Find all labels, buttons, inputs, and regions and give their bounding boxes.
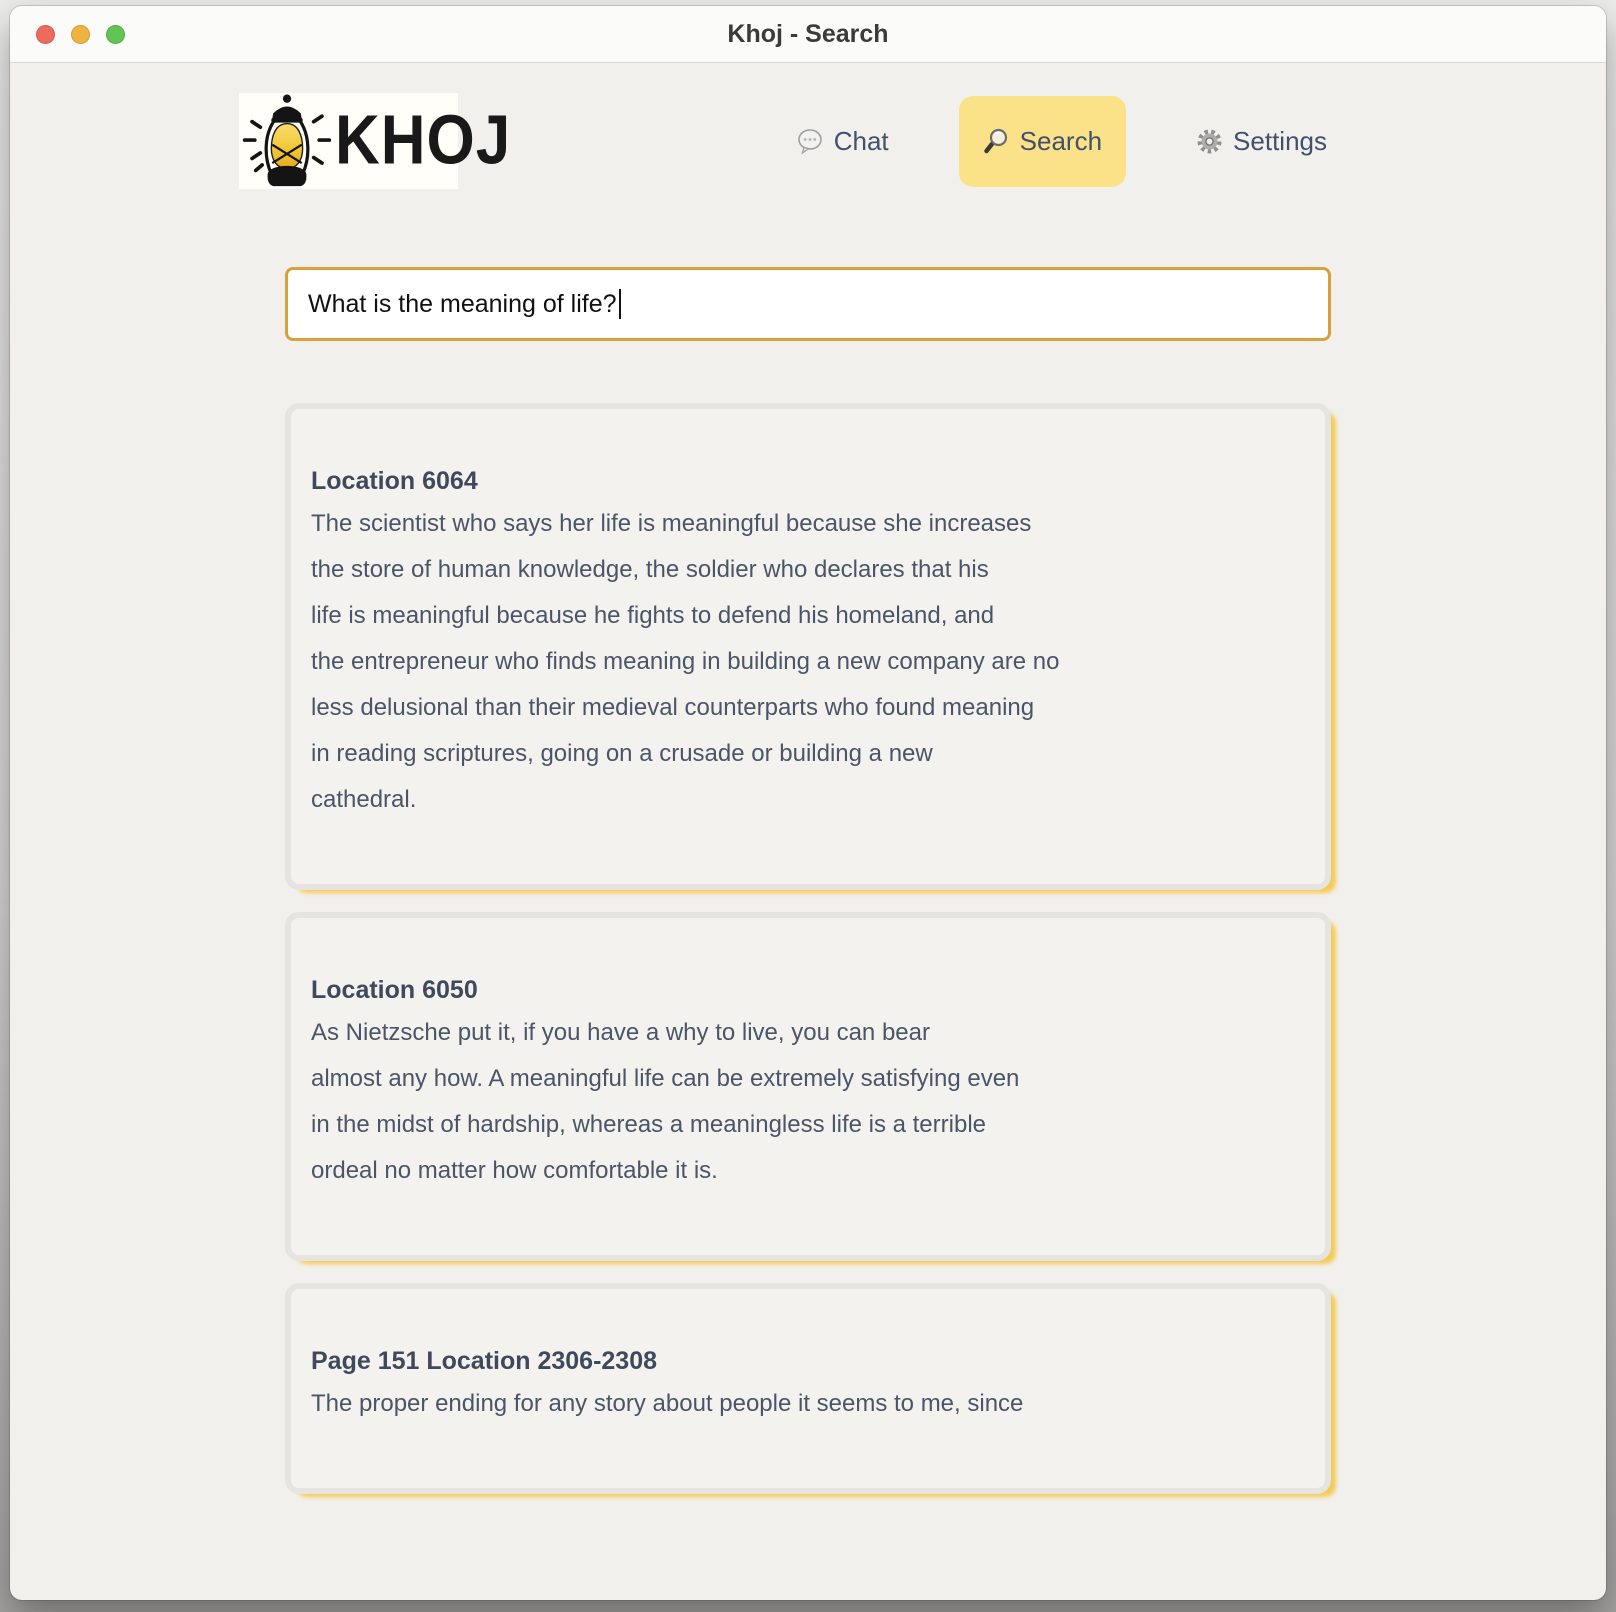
text-cursor <box>618 289 621 319</box>
nav-item-chat[interactable]: Chat <box>773 96 913 187</box>
search-results: Location 6064 The scientist who says her… <box>285 403 1331 1494</box>
traffic-lights <box>36 6 125 62</box>
nav-menu: Chat Search <box>773 95 1351 187</box>
nav-item-search[interactable]: Search <box>958 95 1127 187</box>
nav-item-label: Search <box>1019 125 1103 156</box>
result-line: cathedral. <box>311 786 417 813</box>
main-content: KHOJ Chat <box>10 63 1606 1600</box>
result-line: As Nietzsche put it, if you have a why t… <box>311 1019 930 1046</box>
zoom-window-button[interactable] <box>106 24 125 44</box>
search-query-text: What is the meaning of life? <box>308 289 617 318</box>
result-line: ordeal no matter how comfortable it is. <box>311 1157 718 1184</box>
result-line: the entrepreneur who finds meaning in bu… <box>311 648 1060 675</box>
result-line: the store of human knowledge, the soldie… <box>311 556 989 583</box>
result-heading: Page 151 Location 2306-2308 <box>311 1347 658 1375</box>
search-input[interactable]: What is the meaning of life? <box>285 267 1331 341</box>
nav-item-settings[interactable]: Settings <box>1172 96 1351 187</box>
khoj-logo: KHOJ <box>239 93 510 189</box>
result-heading: Location 6050 <box>311 976 478 1004</box>
magnifier-icon <box>983 128 1010 155</box>
result-card[interactable]: Location 6064 The scientist who says her… <box>285 403 1331 890</box>
result-line: The scientist who says her life is meani… <box>311 510 1032 537</box>
result-line: life is meaningful because he fights to … <box>311 602 995 629</box>
result-card[interactable]: Page 151 Location 2306-2308 The proper e… <box>285 1283 1331 1494</box>
header: KHOJ Chat <box>239 93 1351 189</box>
result-line: less delusional than their medieval coun… <box>311 694 1035 721</box>
nav-item-label: Chat <box>833 125 889 156</box>
result-line: The proper ending for any story about pe… <box>311 1390 1024 1417</box>
minimize-window-button[interactable] <box>71 24 90 44</box>
lantern-icon <box>241 93 333 189</box>
brand-wordmark: KHOJ <box>335 101 512 180</box>
result-card[interactable]: Location 6050 As Nietzsche put it, if yo… <box>285 912 1331 1261</box>
result-line: in the midst of hardship, whereas a mean… <box>311 1111 986 1138</box>
nav-item-label: Settings <box>1233 125 1327 156</box>
app-window: Khoj - Search <box>10 6 1606 1600</box>
result-line: in reading scriptures, going on a crusad… <box>311 740 933 767</box>
window-title: Khoj - Search <box>727 19 889 48</box>
gear-icon <box>1196 128 1223 155</box>
titlebar: Khoj - Search <box>10 6 1606 63</box>
close-window-button[interactable] <box>36 24 55 44</box>
result-heading: Location 6064 <box>311 467 478 495</box>
chat-bubble-icon <box>797 128 824 155</box>
result-line: almost any how. A meaningful life can be… <box>311 1065 1020 1092</box>
